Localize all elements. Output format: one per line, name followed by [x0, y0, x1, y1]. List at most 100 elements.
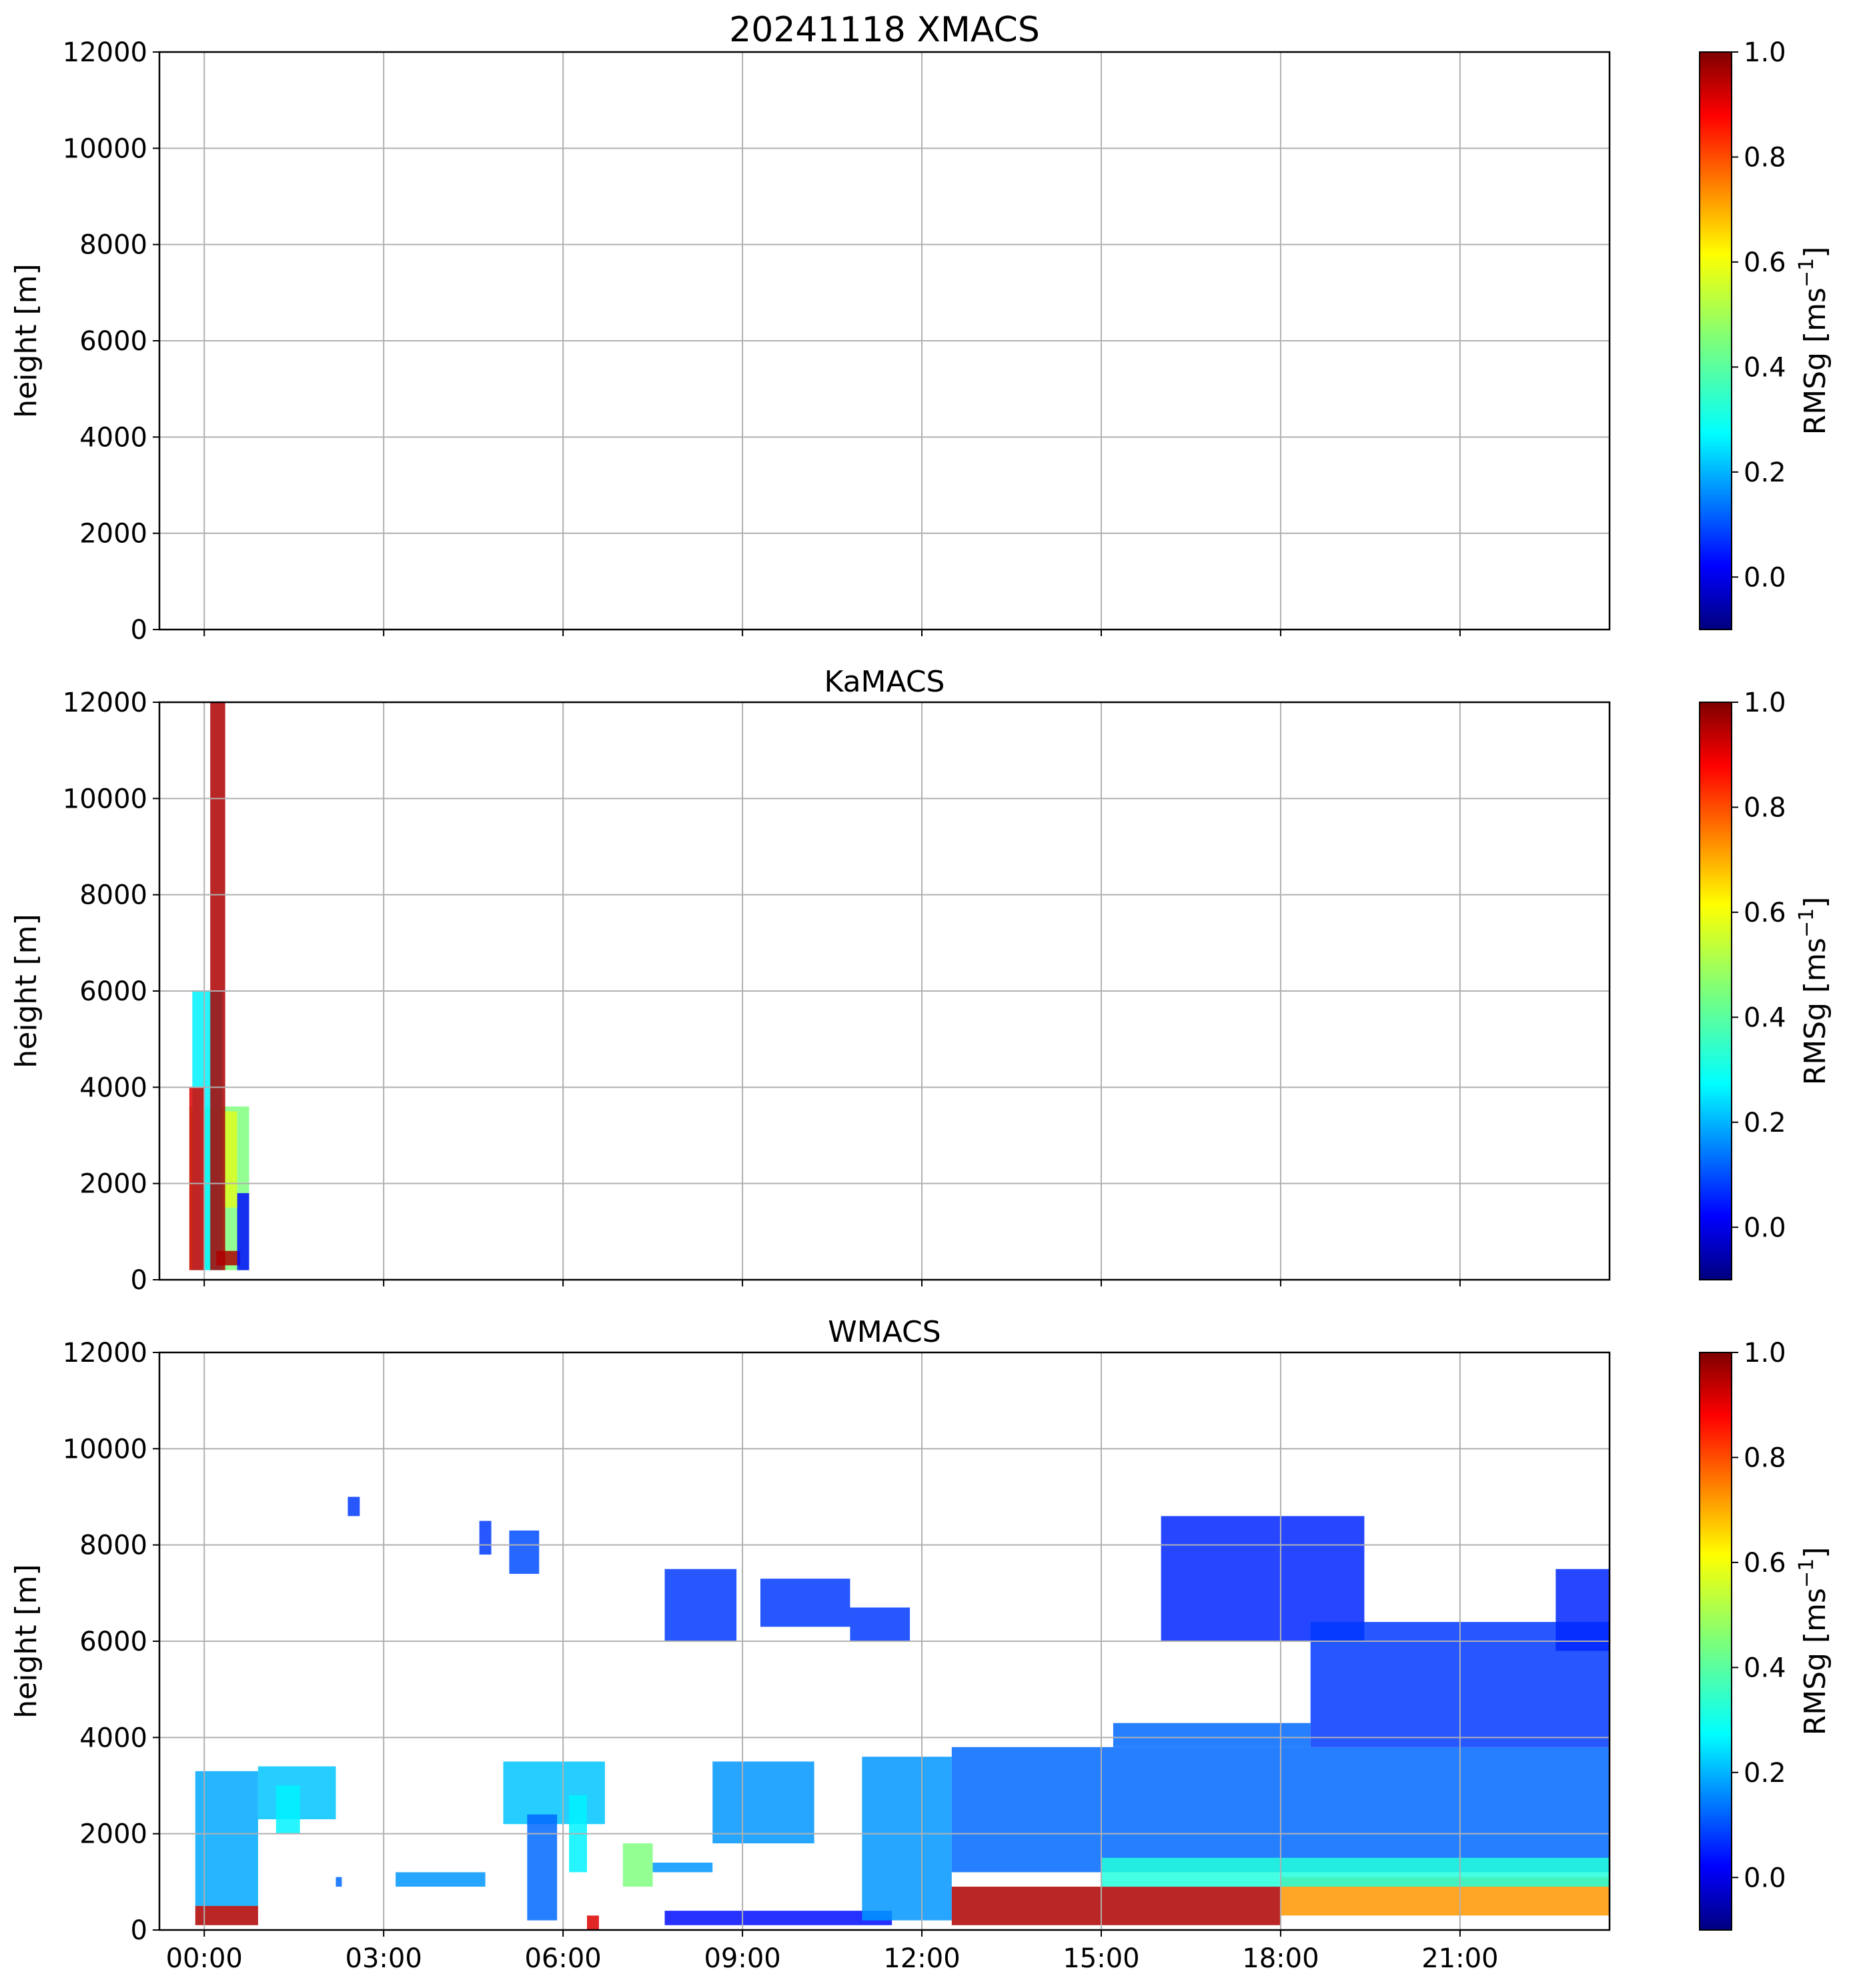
- x-tick-label: 21:00: [1421, 1943, 1498, 1974]
- plot-frame: [158, 1351, 1611, 1931]
- colorbar-tick-label: 0.4: [1744, 1002, 1786, 1033]
- data-region: [1556, 1569, 1610, 1651]
- y-tick-label: 4000: [79, 1072, 147, 1103]
- data-region: [664, 1569, 737, 1641]
- data-region: [216, 1250, 241, 1266]
- data-region: [951, 1887, 1281, 1925]
- y-tick-label: 2000: [79, 519, 147, 550]
- colorbar-label: RMSg [ms−1]: [1795, 1547, 1832, 1736]
- y-tick-label: 0: [131, 1265, 147, 1296]
- panel-title: KaMACS: [824, 665, 945, 699]
- panel-1: 0 2000 4000 6000 8000 10000 12000 20241118 XMAC…: [9, 10, 1832, 646]
- y-tick-label: 4000: [79, 422, 147, 453]
- data-region: [652, 1862, 713, 1873]
- y-tick-label: 12000: [63, 688, 147, 718]
- colorbar-tick-label: 0.4: [1744, 1653, 1786, 1683]
- data-region: [850, 1607, 910, 1641]
- y-tick-label: 2000: [79, 1169, 147, 1200]
- data-region: [348, 1497, 360, 1517]
- y-tick-label: 12000: [63, 1338, 147, 1368]
- x-tick-label: 18:00: [1242, 1943, 1319, 1974]
- colorbar-tick-label: 1.0: [1744, 688, 1786, 718]
- colorbar-tick-label: 0.0: [1744, 1863, 1786, 1893]
- y-tick-label: 10000: [63, 784, 147, 814]
- x-tick-label: 09:00: [704, 1943, 780, 1974]
- y-axis-label: height [m]: [9, 263, 43, 417]
- y-tick-label: 2000: [79, 1819, 147, 1850]
- data-region: [712, 1761, 814, 1844]
- data-region: [862, 1757, 952, 1921]
- y-tick-label: 8000: [79, 1531, 147, 1561]
- panels: 0 2000 4000 6000 8000 10000 12000 20241118 XMAC…: [9, 10, 1832, 1974]
- data-region: [479, 1521, 492, 1555]
- colorbar-label-sup: −1: [1795, 908, 1818, 938]
- colorbar-tick-label: 0.0: [1744, 562, 1786, 593]
- y-tick-label: 0: [131, 1915, 147, 1946]
- x-tick-label: 15:00: [1063, 1943, 1139, 1974]
- data-region: [195, 1905, 258, 1925]
- colorbar-tick-label: 0.4: [1744, 352, 1786, 383]
- colorbar-tick-label: 1.0: [1744, 1338, 1786, 1368]
- colorbar-label-text: RMSg [ms: [1798, 938, 1832, 1085]
- data-region: [760, 1579, 850, 1627]
- x-tick-label: 06:00: [524, 1943, 601, 1974]
- colorbar-tick-label: 0.2: [1744, 1108, 1786, 1138]
- colorbar-tick-label: 0.2: [1744, 1758, 1786, 1789]
- colorbar-label-sup: −1: [1795, 1559, 1818, 1588]
- colorbar-label-end: ]: [1798, 247, 1832, 258]
- data-region: [664, 1911, 892, 1925]
- y-tick-label: 10000: [63, 1434, 147, 1464]
- data-region: [503, 1761, 605, 1825]
- plot-frame: [158, 701, 1611, 1281]
- y-tick-label: 6000: [79, 1627, 147, 1657]
- colorbar-label-end: ]: [1798, 897, 1832, 908]
- colorbar: [1699, 51, 1732, 630]
- x-tick-label: 00:00: [166, 1943, 243, 1974]
- colorbar-tick-label: 0.6: [1744, 247, 1786, 278]
- colorbar-tick-label: 0.8: [1744, 1442, 1786, 1473]
- data-region: [1101, 1857, 1610, 1887]
- data-region: [336, 1877, 342, 1887]
- data-region: [586, 1915, 599, 1930]
- colorbar-label-end: ]: [1798, 1547, 1832, 1559]
- data-region: [622, 1843, 653, 1887]
- y-tick-label: 8000: [79, 230, 147, 261]
- data-layer: [189, 702, 249, 1270]
- colorbar-label-text: RMSg [ms: [1798, 287, 1832, 435]
- y-axis-label: height [m]: [9, 1564, 43, 1718]
- data-region: [396, 1872, 486, 1887]
- y-axis-label: height [m]: [9, 914, 43, 1068]
- colorbar-label: RMSg [ms−1]: [1795, 897, 1832, 1086]
- colorbar-label: RMSg [ms−1]: [1795, 247, 1832, 435]
- plot-frame: [158, 51, 1611, 631]
- data-region: [1113, 1723, 1311, 1747]
- data-region: [275, 1785, 300, 1834]
- data-region: [509, 1531, 540, 1574]
- colorbar-label-text: RMSg [ms: [1798, 1588, 1832, 1735]
- data-region: [189, 1087, 205, 1270]
- data-region: [225, 1111, 237, 1208]
- colorbar-tick-label: 0.0: [1744, 1212, 1786, 1243]
- y-tick-label: 4000: [79, 1723, 147, 1753]
- data-region: [210, 702, 225, 1270]
- colorbar-tick-label: 0.6: [1744, 1548, 1786, 1579]
- y-tick-label: 10000: [63, 133, 147, 164]
- panel-title: WMACS: [828, 1315, 941, 1349]
- colorbar-tick-label: 0.8: [1744, 142, 1786, 173]
- y-tick-label: 12000: [63, 37, 147, 68]
- x-tick-label: 12:00: [883, 1943, 960, 1974]
- panel-3: 0 2000 4000 6000 8000 10000 12000 00:00 03:00 06:…: [9, 1315, 1832, 1974]
- colorbar-tick-label: 1.0: [1744, 37, 1786, 68]
- data-region: [1161, 1516, 1365, 1641]
- data-region: [237, 1193, 249, 1270]
- y-tick-label: 0: [131, 615, 147, 646]
- colorbar-tick-label: 0.2: [1744, 457, 1786, 488]
- y-tick-label: 6000: [79, 326, 147, 357]
- data-layer: [195, 1497, 1610, 1930]
- colorbar-tick-label: 0.6: [1744, 898, 1786, 928]
- panel-title: 20241118 XMACS: [729, 10, 1040, 50]
- data-region: [527, 1814, 558, 1921]
- y-tick-label: 6000: [79, 976, 147, 1007]
- colorbar: [1699, 702, 1732, 1280]
